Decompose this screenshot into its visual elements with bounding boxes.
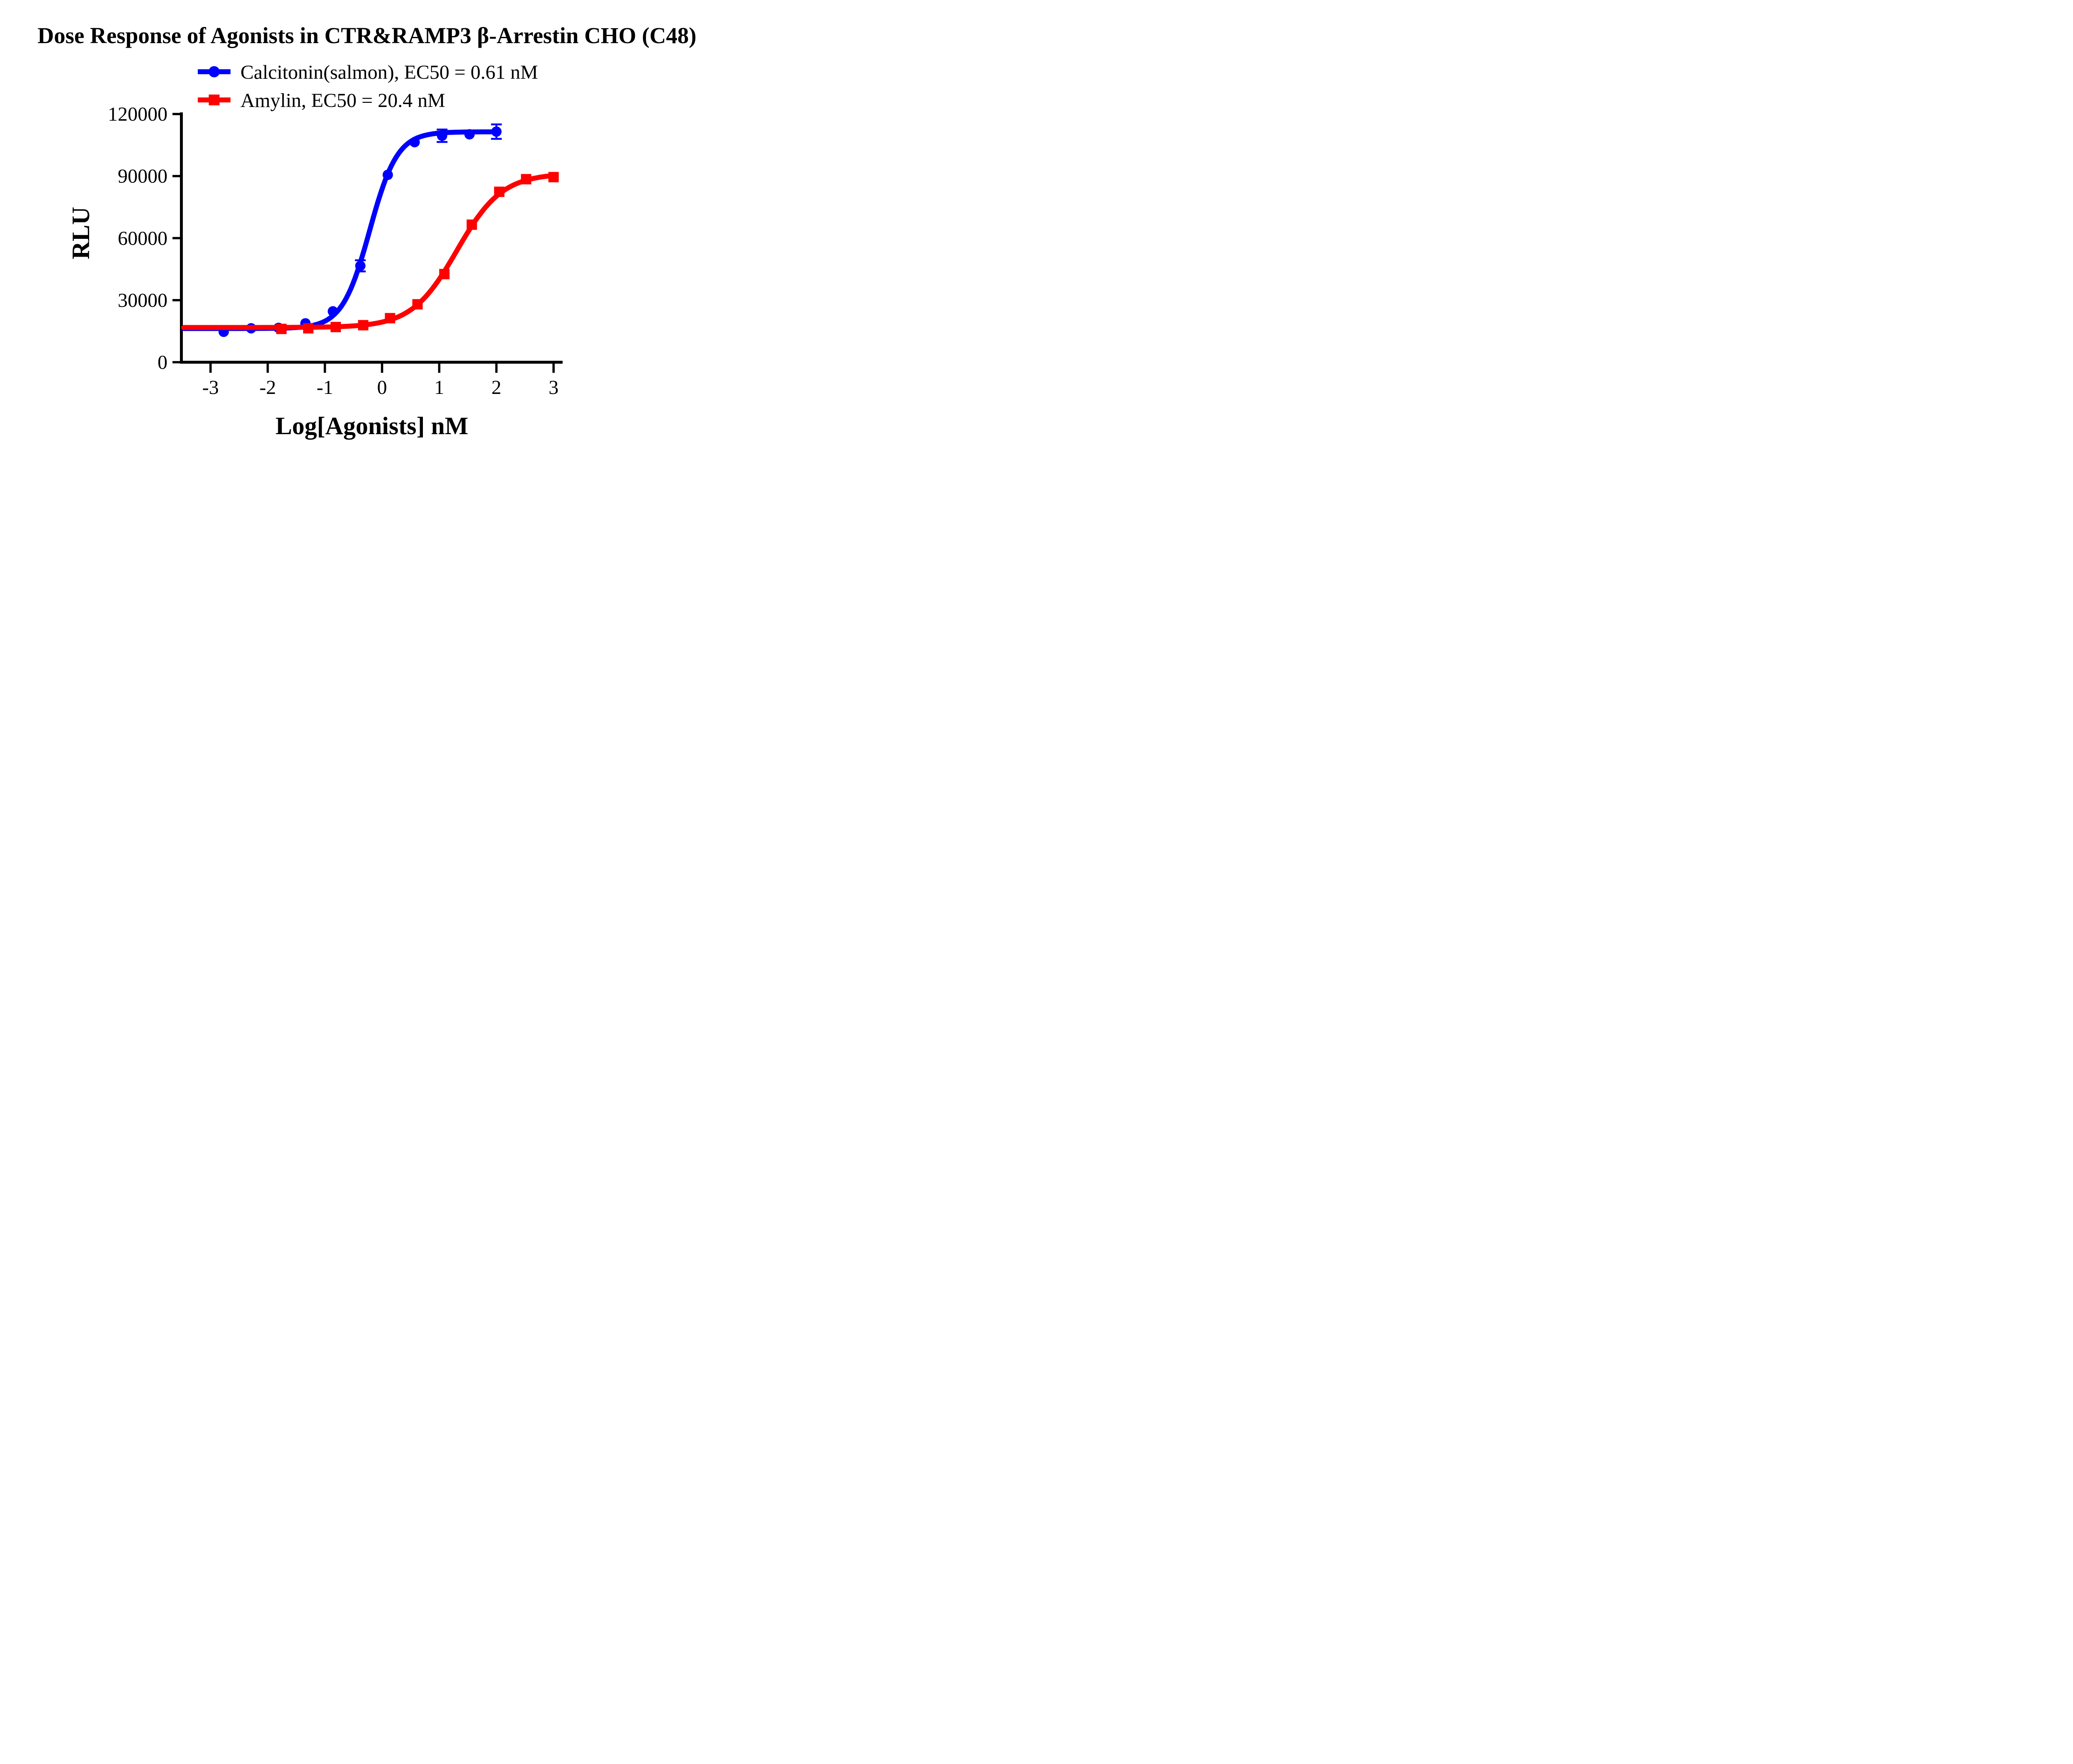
data-point-calcitonin-salmon (328, 306, 338, 317)
fit-curve-calcitonin-salmon (181, 129, 499, 331)
data-point-amylin (412, 299, 423, 310)
x-tick-label: -2 (260, 377, 276, 398)
dose-response-figure: Dose Response of Agonists in CTR&RAMP3 β… (0, 0, 730, 441)
x-axis-title: Log[Agonists] nM (275, 412, 468, 440)
y-tick-label: 90000 (118, 165, 167, 187)
data-point-calcitonin-salmon (437, 130, 447, 141)
data-point-calcitonin-salmon (355, 260, 366, 271)
fit-curve-amylin (181, 173, 556, 330)
legend-item-amylin: Amylin, EC50 = 20.4 nM (198, 90, 445, 112)
circle-marker-icon (209, 66, 220, 78)
x-tick-label: 3 (549, 377, 558, 398)
x-tick-label: -3 (202, 377, 219, 398)
dose-response-chart: Dose Response of Agonists in CTR&RAMP3 β… (37, 23, 696, 440)
data-point-amylin (303, 323, 314, 334)
data-point-amylin (385, 313, 396, 323)
legend-label-calcitonin: Calcitonin(salmon), EC50 = 0.61 nM (240, 61, 538, 83)
y-tick-label: 60000 (118, 227, 167, 249)
data-point-calcitonin-salmon (491, 126, 502, 137)
data-point-amylin (439, 269, 450, 279)
x-tick-label: 1 (434, 377, 444, 398)
x-tick-label: 0 (377, 377, 387, 398)
x-tick-label: 2 (491, 377, 501, 398)
data-point-amylin (548, 172, 559, 182)
y-axis-title: RLU (67, 207, 95, 260)
x-tick-label: -1 (317, 377, 333, 398)
data-point-amylin (466, 219, 477, 230)
data-point-amylin (494, 187, 505, 197)
data-point-amylin (276, 323, 287, 334)
data-point-calcitonin-salmon (409, 137, 420, 148)
legend: Calcitonin(salmon), EC50 = 0.61 nM Amyli… (198, 61, 538, 112)
legend-label-amylin: Amylin, EC50 = 20.4 nM (240, 90, 445, 112)
data-point-calcitonin-salmon (464, 129, 475, 140)
data-point-amylin (330, 322, 341, 333)
y-tick-label: 30000 (118, 289, 167, 311)
legend-item-calcitonin: Calcitonin(salmon), EC50 = 0.61 nM (198, 61, 538, 83)
axes: 0 30000 60000 90000 120000 -3 -2 -1 0 1 2 3 (108, 103, 563, 398)
data-point-amylin (358, 320, 369, 330)
chart-title: Dose Response of Agonists in CTR&RAMP3 β… (37, 23, 696, 48)
series-plot-area (181, 123, 559, 337)
square-marker-icon (209, 95, 220, 105)
data-point-calcitonin-salmon (382, 170, 393, 180)
y-tick-label: 0 (158, 352, 167, 374)
data-point-amylin (521, 174, 532, 185)
y-tick-label: 120000 (108, 103, 167, 125)
